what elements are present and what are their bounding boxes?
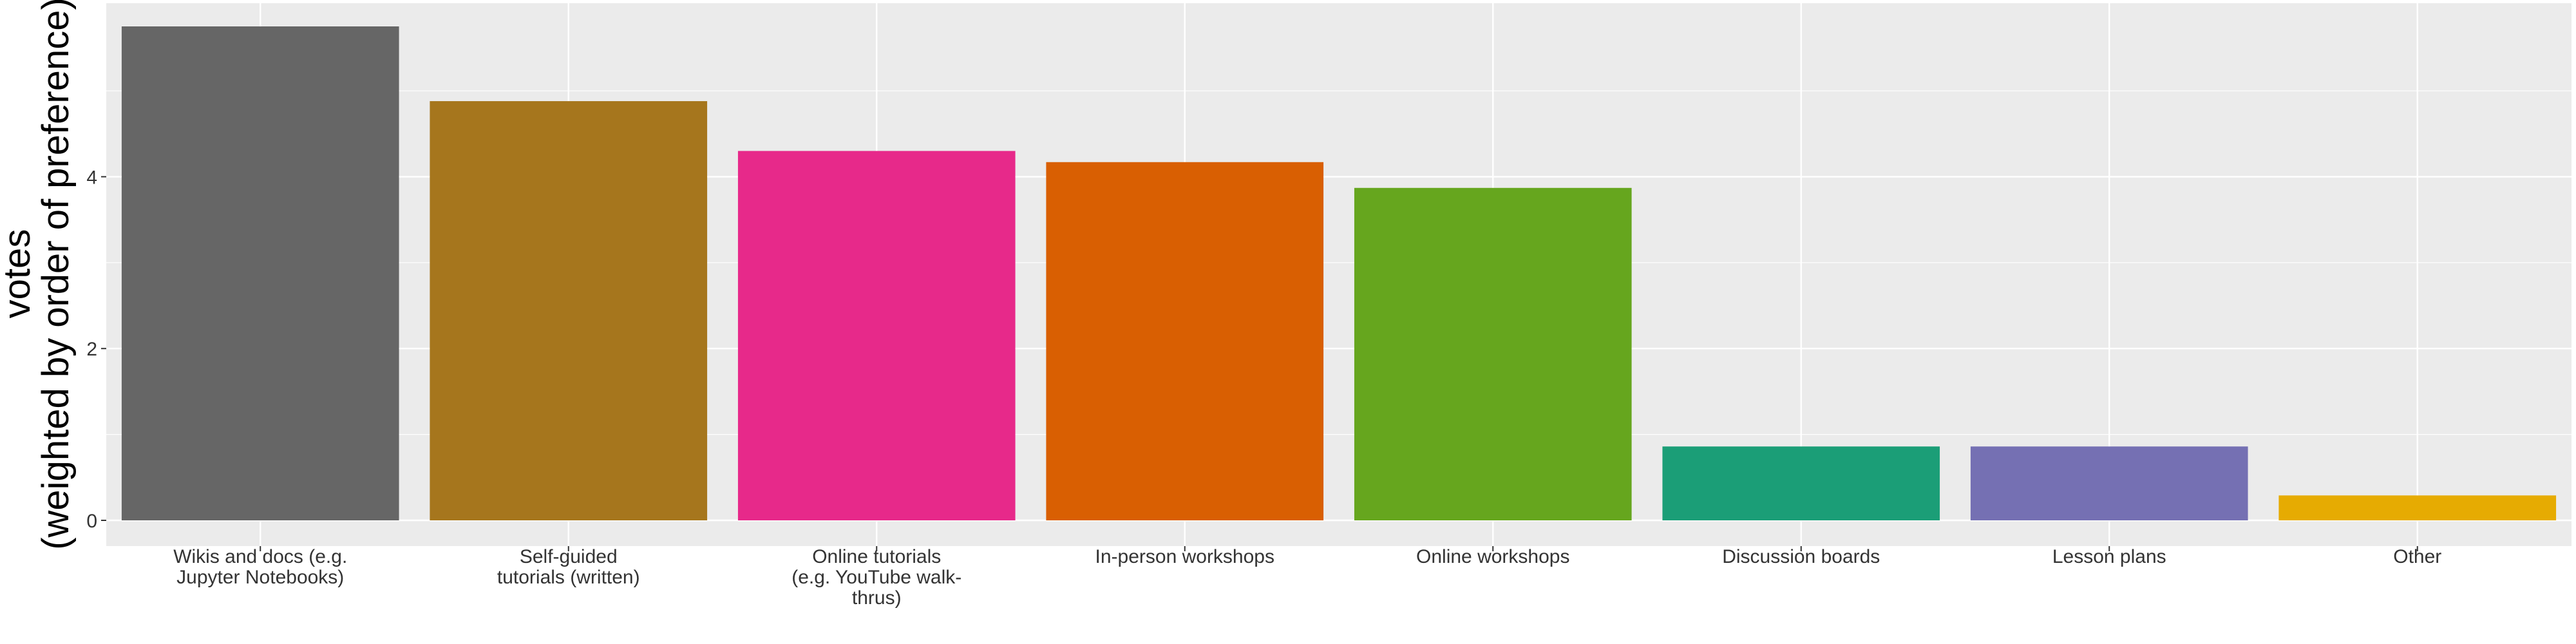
- x-tick-label: Discussion boards: [1722, 546, 1880, 567]
- x-axis-ticks: Wikis and docs (e.g. Jupyter Notebooks) Se…: [173, 546, 2441, 609]
- y-tick-label: 2: [86, 339, 97, 360]
- y-tick-label: 4: [86, 167, 97, 188]
- x-tick-label: In-person workshops: [1095, 546, 1274, 567]
- y-axis-label: votes(weighted by order of preference): [0, 0, 77, 550]
- x-tick-label: Lesson plans: [2052, 546, 2166, 567]
- bar: [1662, 446, 1940, 520]
- bars: [121, 26, 2557, 521]
- x-tick-label: Wikis and docs (e.g. Jupyter Notebooks): [173, 546, 347, 588]
- x-tick-label: Self-guided tutorials (written): [497, 546, 640, 588]
- bar: [1046, 162, 1324, 521]
- bar: [2278, 495, 2557, 520]
- x-tick-label: Online workshops: [1416, 546, 1569, 567]
- bar: [737, 151, 1016, 521]
- bar: [430, 101, 708, 521]
- y-tick-label: 0: [86, 511, 97, 532]
- bar: [1970, 446, 2248, 520]
- bar: [1354, 187, 1632, 521]
- x-tick-label: Other: [2393, 546, 2441, 567]
- bar: [121, 26, 399, 520]
- x-tick-label: Online tutorials (e.g. YouTube walk-thrus…: [791, 546, 961, 609]
- y-axis-ticks: 0 2 4: [86, 167, 106, 532]
